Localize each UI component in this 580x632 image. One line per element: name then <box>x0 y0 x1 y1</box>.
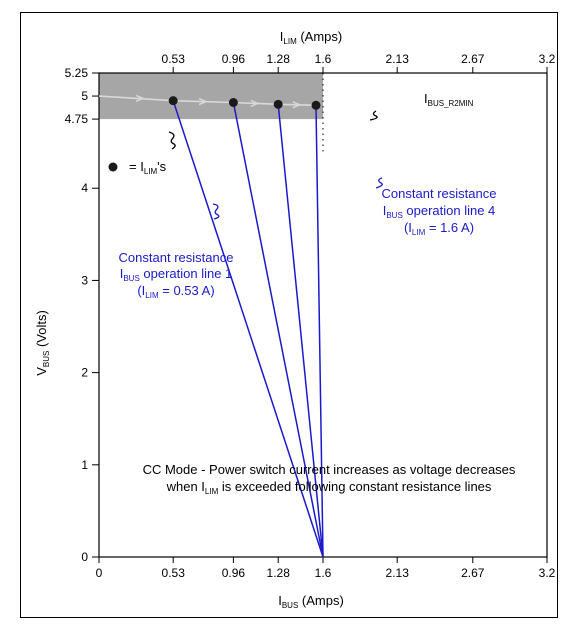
squiggle-mark-3 <box>212 203 220 220</box>
x2-axis-title: ILIM (Amps) <box>280 29 342 46</box>
squiggle-mark-2 <box>369 110 378 121</box>
ilim-point-4 <box>311 100 321 110</box>
resistance-line-4 <box>315 105 324 558</box>
x2-tick-label: 2.13 <box>386 52 410 66</box>
line1-annotation: Constant resistance IBUS operation line … <box>119 250 234 300</box>
trace-arrowhead <box>198 97 208 106</box>
resistance-line-2 <box>232 102 324 558</box>
legend-dot-marker <box>108 162 118 172</box>
y-tick-label: 1 <box>81 458 88 472</box>
y-tick-label: 0 <box>81 550 88 564</box>
line1-subtitle: IBUS operation line 1 <box>120 266 233 283</box>
resistance-line-3 <box>277 104 324 558</box>
x2-tick-label: 1.6 <box>315 52 332 66</box>
line4-ilim: (ILIM = 1.6 A) <box>404 220 474 237</box>
x2-tick-label: 3.2 <box>539 52 556 66</box>
x2-tick-label: 0.96 <box>222 52 246 66</box>
x2-tick-label: 1.28 <box>267 52 291 66</box>
y-tick-label: 3 <box>81 273 88 287</box>
x-tick-label: 0.53 <box>162 566 186 580</box>
line1-ilim: (ILIM = 0.53 A) <box>137 283 214 300</box>
cc-mode-annotation: CC Mode - Power switch current increases… <box>143 462 516 496</box>
x-tick-label: 3.2 <box>539 566 556 580</box>
squiggle-mark-1 <box>168 131 176 150</box>
x-axis-title: IBUS (Amps) <box>278 593 344 610</box>
figure-frame: 0 0.53 0.96 1.28 1.6 2.13 2.67 3.2 0.53 0.96 1.28… <box>20 12 558 618</box>
y-axis-title: VBUS (Volts) <box>34 310 51 376</box>
ilim-point-3 <box>273 99 283 109</box>
x-tick-label: 0.96 <box>222 566 246 580</box>
line4-subtitle: IBUS operation line 4 <box>383 203 496 220</box>
x2-tick-label: 2.67 <box>461 52 485 66</box>
line1-title: Constant resistance <box>119 250 234 265</box>
cc-mode-line2: when ILIM is exceeded following constant… <box>166 479 492 496</box>
resistance-line-1 <box>172 100 324 558</box>
trace-arrowhead <box>250 99 260 108</box>
y-tick-label: 5 <box>81 89 88 103</box>
squiggle-mark-4 <box>375 177 383 189</box>
line4-annotation: Constant resistance IBUS operation line … <box>382 186 497 237</box>
ilim-point-1 <box>168 96 178 106</box>
y-tick-label: 4 <box>81 181 88 195</box>
legend-label: = ILIM's <box>129 159 167 176</box>
trace-arrowhead <box>135 94 145 102</box>
x-tick-label: 0 <box>96 566 103 580</box>
y-tick-label: 2 <box>81 366 88 380</box>
x-tick-label: 2.67 <box>461 566 485 580</box>
trace-arrowhead <box>292 101 302 109</box>
ilim-point-2 <box>228 98 238 108</box>
line4-title: Constant resistance <box>382 186 497 201</box>
ibus-r2min-label: IBUS_R2MIN <box>424 91 474 108</box>
tolerance-band <box>99 73 323 120</box>
cc-mode-line1: CC Mode - Power switch current increases… <box>143 462 516 477</box>
y-tick-label: 4.75 <box>65 112 89 126</box>
y-tick-label: 5.25 <box>65 66 89 80</box>
x2-tick-label: 0.53 <box>162 52 186 66</box>
x-tick-label: 1.28 <box>267 566 291 580</box>
x-tick-label: 1.6 <box>315 566 332 580</box>
chart-svg: 0 0.53 0.96 1.28 1.6 2.13 2.67 3.2 0.53 0.96 1.28… <box>34 29 556 610</box>
x-tick-label: 2.13 <box>386 566 410 580</box>
